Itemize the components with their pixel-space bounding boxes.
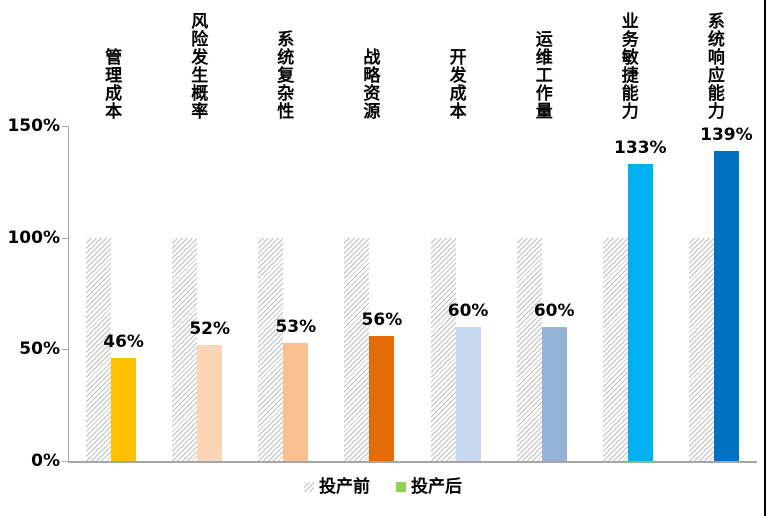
y-axis-tick xyxy=(62,238,68,239)
bar-pre-3 xyxy=(344,237,370,461)
legend-label-post: 投产后 xyxy=(411,476,462,497)
bar-pre-5 xyxy=(516,237,542,461)
category-label-1: 风险发生概率 xyxy=(187,0,207,120)
image-right-edge-line xyxy=(764,0,766,516)
legend-swatch-pre-icon xyxy=(304,482,314,492)
bar-post-1 xyxy=(197,344,223,461)
y-tick-label-150: 150% xyxy=(7,116,60,136)
legend-item-post: 投产后 xyxy=(396,476,462,497)
category-label-text: 运维工作量 xyxy=(531,30,552,120)
category-label-6: 业务敏捷能力 xyxy=(618,0,638,120)
y-tick-label-100: 100% xyxy=(7,228,60,248)
data-label-0: 46% xyxy=(103,332,144,353)
category-label-4: 开发成本 xyxy=(446,0,466,120)
category-label-text: 开发成本 xyxy=(445,48,466,120)
category-label-0: 管理成本 xyxy=(101,0,121,120)
bar-post-6 xyxy=(627,164,653,461)
y-axis-tick xyxy=(62,349,68,350)
bar-pre-6 xyxy=(602,237,628,461)
legend-item-pre: 投产前 xyxy=(304,476,370,497)
bar-pre-2 xyxy=(258,237,284,461)
legend-label-pre: 投产前 xyxy=(319,476,370,497)
category-label-text: 战略资源 xyxy=(359,48,380,120)
data-label-7: 139% xyxy=(700,124,753,145)
data-label-5: 60% xyxy=(533,301,575,321)
category-label-text: 系统复杂性 xyxy=(273,30,294,120)
data-label-2: 53% xyxy=(275,316,317,337)
x-axis-line xyxy=(68,461,757,463)
bar-post-5 xyxy=(541,327,567,461)
data-label-1: 52% xyxy=(189,318,231,339)
bar-post-2 xyxy=(283,342,309,461)
bar-post-0 xyxy=(111,358,137,461)
y-tick-label-50: 50% xyxy=(19,339,60,359)
category-label-text: 管理成本 xyxy=(101,48,122,120)
bar-post-4 xyxy=(455,327,481,461)
y-tick-label-0: 0% xyxy=(31,451,60,471)
category-label-2: 系统复杂性 xyxy=(273,0,293,120)
bar-post-3 xyxy=(369,335,395,461)
category-label-text: 系统响应能力 xyxy=(703,12,724,120)
legend: 投产前 投产后 xyxy=(0,475,766,499)
data-label-4: 60% xyxy=(447,301,489,321)
bar-pre-7 xyxy=(688,237,714,461)
category-label-text: 风险发生概率 xyxy=(187,12,208,120)
y-axis-tick xyxy=(62,126,68,127)
bar-post-7 xyxy=(713,150,739,461)
bar-pre-1 xyxy=(172,237,198,461)
legend-swatch-post-icon xyxy=(396,482,406,492)
category-label-7: 系统响应能力 xyxy=(704,0,724,120)
data-label-6: 133% xyxy=(614,138,667,158)
category-label-5: 运维工作量 xyxy=(532,0,552,120)
bar-pre-4 xyxy=(430,237,456,461)
y-axis-line xyxy=(68,126,69,462)
category-label-text: 业务敏捷能力 xyxy=(617,12,638,120)
y-axis-tick xyxy=(62,461,68,462)
bar-pre-0 xyxy=(86,237,112,461)
data-label-3: 56% xyxy=(361,309,403,330)
category-label-3: 战略资源 xyxy=(359,0,379,120)
